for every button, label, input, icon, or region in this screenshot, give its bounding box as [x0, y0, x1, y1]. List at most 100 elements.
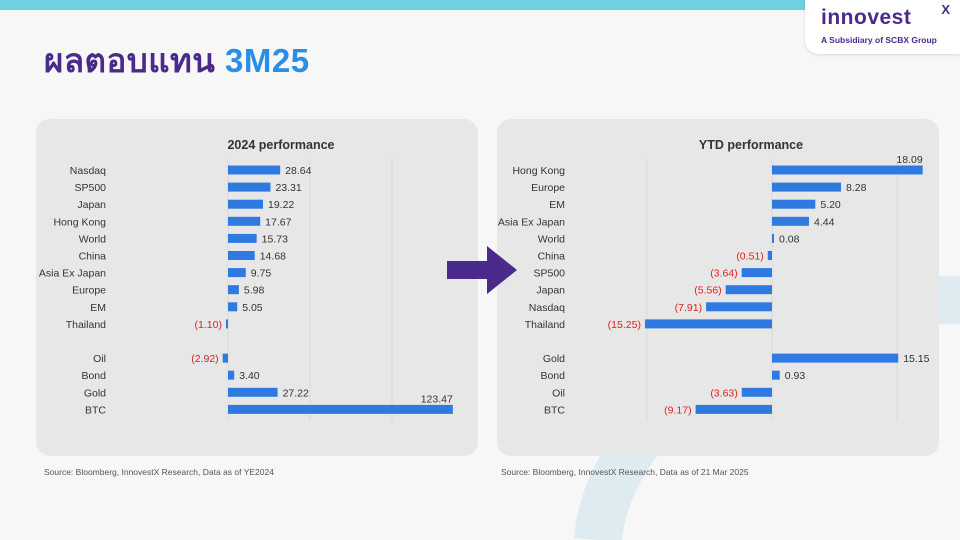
bar	[228, 251, 255, 260]
bar	[772, 182, 841, 192]
bar	[225, 319, 228, 329]
page-title: ผลตอบแทน 3M25	[44, 34, 310, 87]
source-note-ytd: Source: Bloomberg, InnovestX Research, D…	[501, 467, 749, 477]
value-label: 27.22	[283, 387, 309, 399]
category-label: Thailand	[66, 319, 106, 331]
chart-2024-performance: 2024 performance Nasdaq 28.64 SP500 23.31 Jap…	[39, 138, 453, 422]
category-label: World	[538, 233, 565, 245]
value-label: (7.91)	[675, 302, 702, 314]
value-label: 123.47	[421, 393, 453, 405]
value-label: 28.64	[285, 165, 311, 177]
innovestx-logo: innovest X A Subsidiary of SCBX Group	[805, 0, 960, 54]
chart-ytd-performance: YTD performance Hong Kong 18.09 Europe 8.28 E…	[498, 138, 930, 422]
bar	[228, 268, 246, 278]
category-label: EM	[549, 199, 565, 211]
bar	[228, 216, 261, 226]
category-label: Hong Kong	[53, 216, 106, 228]
category-label: Japan	[536, 285, 565, 297]
value-label: 5.20	[820, 199, 841, 211]
category-label: China	[538, 251, 566, 263]
value-label: 5.05	[242, 302, 263, 314]
category-label: Gold	[543, 353, 565, 365]
bar	[772, 199, 816, 209]
logo-subtitle: A Subsidiary of SCBX Group	[821, 35, 937, 45]
chart-title: 2024 performance	[227, 138, 334, 152]
bar	[725, 285, 772, 295]
category-label: SP500	[74, 182, 106, 194]
logo-wordmark: innovest	[821, 6, 912, 29]
category-label: Asia Ex Japan	[39, 268, 106, 280]
bar	[228, 302, 238, 312]
bar	[222, 353, 228, 363]
page-title-accent: 3M25	[225, 42, 310, 79]
category-label: China	[79, 251, 107, 263]
bar	[228, 165, 281, 175]
top-accent-bar	[0, 0, 960, 10]
value-label: 3.40	[239, 370, 260, 382]
category-label: EM	[90, 302, 106, 314]
category-label: Bond	[540, 370, 565, 382]
value-label: 4.44	[814, 216, 835, 228]
value-label: 0.08	[779, 233, 800, 245]
bar	[644, 319, 772, 329]
value-label: 14.68	[260, 251, 286, 263]
category-label: Gold	[84, 387, 106, 399]
category-label: World	[79, 233, 106, 245]
chart-title: YTD performance	[699, 138, 803, 152]
chart-panel-ytd: YTD performance Hong Kong 18.09 Europe 8.28 E…	[497, 119, 939, 456]
value-label: 17.67	[265, 216, 291, 228]
category-label: Nasdaq	[529, 302, 565, 314]
category-label: Oil	[93, 353, 106, 365]
category-label: Bond	[81, 370, 106, 382]
value-label: 0.93	[785, 370, 806, 382]
value-label: (2.92)	[191, 353, 218, 365]
right-arrow-icon	[447, 246, 517, 294]
bar	[228, 182, 271, 192]
category-label: BTC	[85, 404, 106, 416]
value-label: 5.98	[244, 285, 265, 297]
category-label: Asia Ex Japan	[498, 216, 565, 228]
category-label: Oil	[552, 387, 565, 399]
value-label: 19.22	[268, 199, 294, 211]
logo-x-mark: X	[941, 2, 950, 17]
value-label: (1.10)	[195, 319, 222, 331]
bar	[228, 387, 278, 397]
category-label: Europe	[72, 285, 106, 297]
value-label: (15.25)	[608, 319, 641, 331]
value-label: 15.15	[903, 353, 929, 365]
bar	[228, 233, 257, 243]
value-label: (3.64)	[710, 268, 737, 280]
category-label: Thailand	[525, 319, 565, 331]
value-label: 15.73	[262, 233, 288, 245]
value-label: 9.75	[251, 268, 272, 280]
bar	[772, 233, 774, 243]
source-note-2024: Source: Bloomberg, InnovestX Research, D…	[44, 467, 274, 477]
value-label: (9.17)	[664, 404, 691, 416]
bar	[228, 199, 263, 209]
bar	[772, 353, 899, 363]
category-label: Japan	[77, 199, 106, 211]
bar	[741, 268, 772, 278]
bar	[772, 165, 923, 175]
category-label: Hong Kong	[512, 165, 565, 177]
value-label: (3.63)	[710, 387, 737, 399]
value-label: 18.09	[896, 154, 922, 166]
bar	[767, 251, 772, 260]
category-label: BTC	[544, 404, 565, 416]
bar	[772, 370, 780, 380]
value-label: 23.31	[275, 182, 301, 194]
value-label: 8.28	[846, 182, 867, 194]
chart-panel-2024: 2024 performance Nasdaq 28.64 SP500 23.31 Jap…	[36, 119, 478, 456]
category-label: Europe	[531, 182, 565, 194]
bar	[695, 404, 772, 414]
category-label: SP500	[533, 268, 565, 280]
category-label: Nasdaq	[70, 165, 106, 177]
value-label: (0.51)	[736, 251, 763, 263]
bar	[772, 216, 809, 226]
bar	[228, 285, 239, 295]
bar	[706, 302, 772, 312]
value-label: (5.56)	[694, 285, 721, 297]
bar	[228, 404, 453, 414]
bar	[741, 387, 772, 397]
page-title-thai: ผลตอบแทน	[44, 42, 216, 79]
